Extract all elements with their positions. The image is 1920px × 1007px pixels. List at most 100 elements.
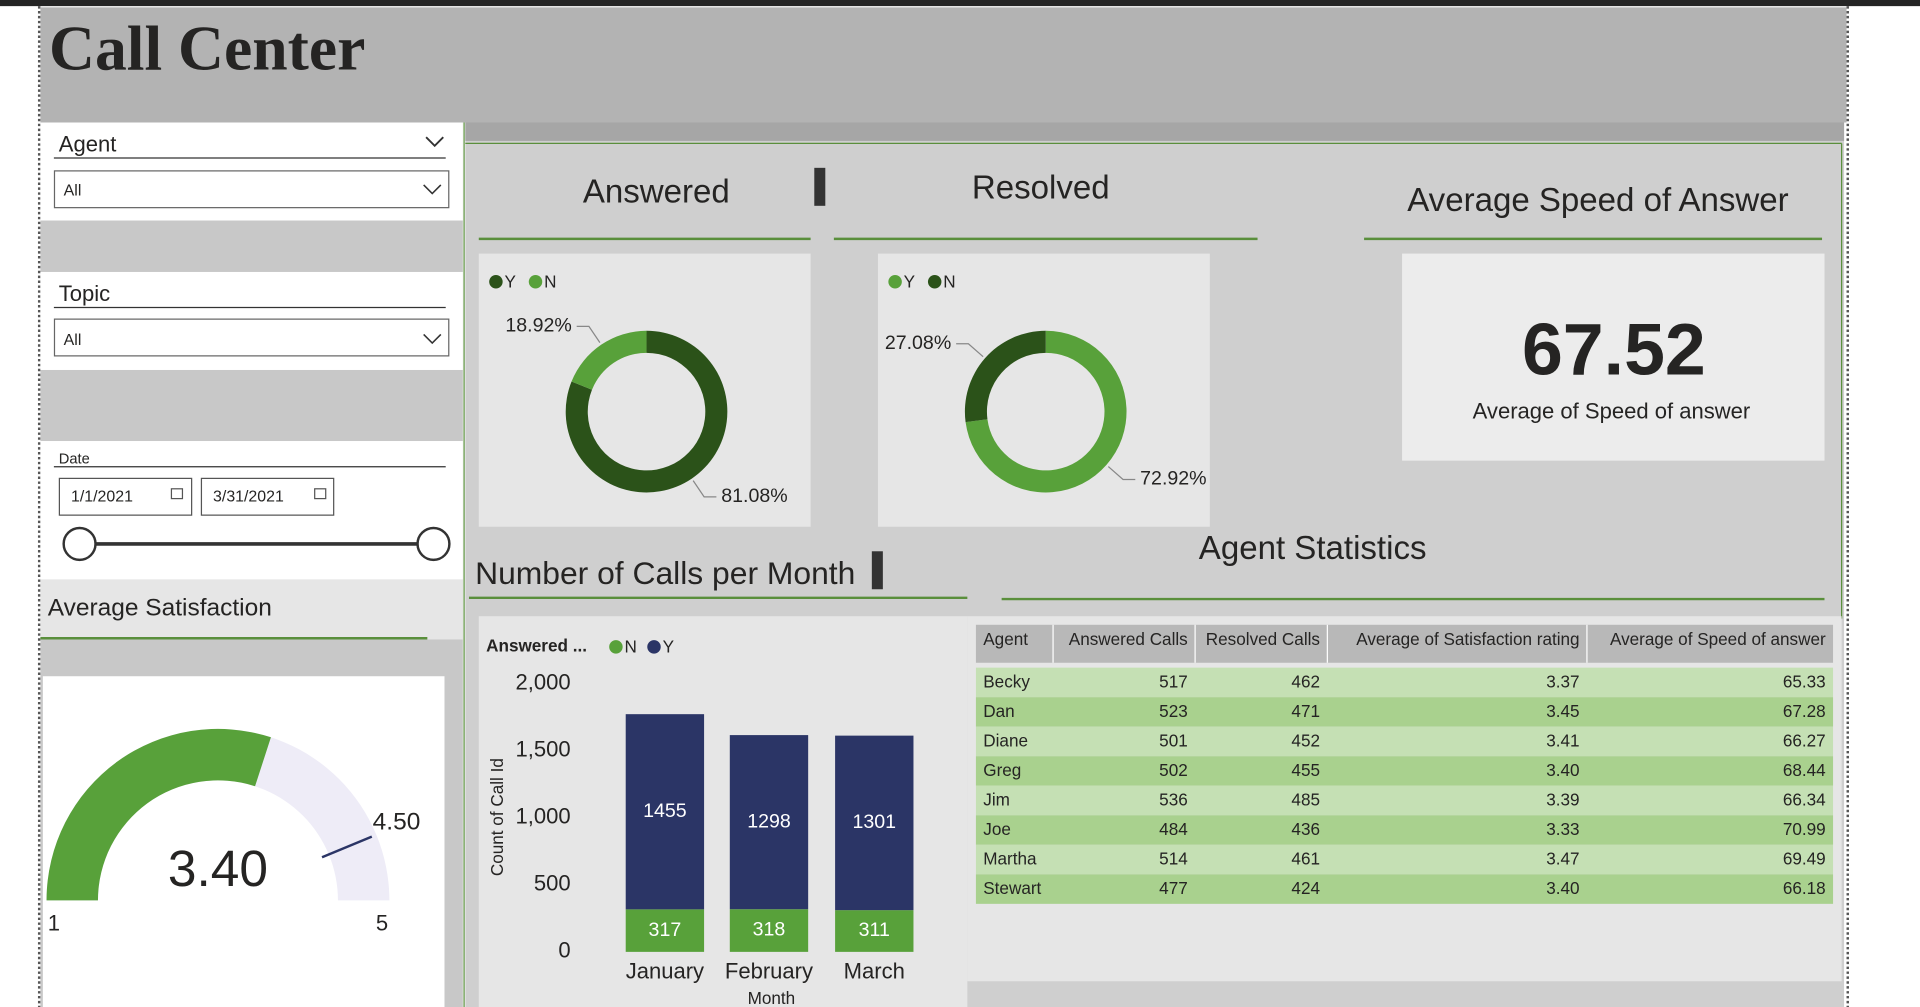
table-cell: 484: [1159, 819, 1188, 839]
chevron[interactable]: [423, 184, 442, 195]
chevron[interactable]: [423, 333, 442, 345]
table-cell: 477: [1159, 878, 1188, 898]
legend-marker: [489, 275, 503, 289]
dropdown[interactable]: [53, 318, 450, 357]
dropdown[interactable]: [53, 170, 450, 209]
table-cell: 501: [1159, 731, 1188, 751]
x-tick-label: March: [844, 959, 905, 984]
gauge-title-bar: [40, 579, 463, 640]
table-cell: 3.37: [1546, 672, 1579, 692]
chart-title: Resolved: [972, 170, 1110, 207]
column-header: Average of Satisfaction rating: [1356, 629, 1579, 649]
table-cell: Martha: [983, 849, 1037, 869]
scroll-indicator: [814, 167, 826, 206]
table-row: [975, 756, 1834, 786]
leader-line: [1107, 466, 1136, 481]
chevron[interactable]: [425, 136, 444, 148]
slicer-label: Topic: [59, 281, 110, 306]
table-header: [975, 624, 1834, 663]
chart-title: Number of Calls per Month: [475, 555, 855, 591]
x-axis-label: Month: [748, 988, 796, 1007]
table-cell: 462: [1291, 672, 1320, 692]
leader-line: [692, 480, 717, 498]
top-bar: [0, 0, 1920, 7]
table-cell: 424: [1291, 878, 1320, 898]
title: Call Center: [49, 13, 365, 84]
date-input[interactable]: [200, 477, 335, 516]
table-cell: Stewart: [983, 878, 1041, 898]
column-header: Average of Speed of answer: [1610, 629, 1826, 649]
y-axis-label: Count of Call Id: [487, 758, 507, 876]
table-cell: 3.41: [1546, 731, 1579, 751]
bar-segment: [835, 735, 914, 911]
header: [40, 7, 1847, 123]
table-row: [975, 844, 1834, 875]
slicer-label: Date: [59, 451, 90, 467]
table-title: Agent Statistics: [1199, 530, 1427, 567]
table-cell: 66.27: [1783, 731, 1826, 751]
table-cell: Becky: [983, 672, 1030, 692]
bar-label: 1301: [853, 811, 897, 833]
slider-handle[interactable]: [62, 526, 97, 562]
table-cell: Diane: [983, 731, 1028, 751]
table-row: [975, 667, 1834, 698]
data-label: 18.92%: [505, 315, 571, 337]
bar-segment: [729, 909, 809, 952]
legend-marker: [609, 640, 623, 654]
bar-segment: [625, 714, 705, 910]
table-cell: 452: [1291, 731, 1320, 751]
bar-label: 317: [649, 919, 682, 941]
legend-label: Y: [904, 272, 916, 292]
x-tick-label: January: [626, 959, 704, 984]
calendar-icon[interactable]: [314, 488, 327, 500]
table-cell: 3.33: [1546, 819, 1579, 839]
table-cell: Jim: [983, 790, 1010, 810]
kpi-value: 67.52: [1522, 308, 1706, 391]
bar-label: 1455: [643, 800, 687, 822]
leader-line: [956, 343, 984, 358]
bar-segment: [835, 910, 914, 952]
column-header: Agent: [983, 629, 1028, 649]
kpi-card: [1402, 253, 1825, 461]
y-tick-label: 2,000: [515, 669, 570, 694]
y-tick-label: 1,000: [515, 804, 570, 829]
donut-slice: [964, 330, 1046, 423]
column-header: Answered Calls: [1069, 629, 1188, 649]
y-tick-label: 1,500: [515, 736, 570, 761]
legend-label: Y: [504, 272, 516, 292]
table-row: [975, 726, 1834, 757]
gauge-min: 1: [48, 911, 60, 936]
legend-marker: [528, 275, 543, 289]
data-label: 72.92%: [1140, 468, 1206, 490]
table-cell: 66.34: [1783, 790, 1826, 810]
legend-title: Answered ...: [486, 635, 587, 655]
calendar-icon[interactable]: [170, 488, 184, 500]
table-cell: 471: [1291, 701, 1320, 721]
gauge-target: [321, 835, 373, 859]
table-cell: 67.28: [1783, 701, 1826, 721]
gauge-value: 3.40: [168, 839, 268, 897]
table-cell: 69.49: [1783, 849, 1826, 869]
legend-label: Y: [663, 637, 675, 657]
target-label: 4.50: [373, 808, 421, 835]
kpi-label: Average of Speed of answer: [1473, 399, 1751, 424]
y-tick-label: 0: [558, 938, 570, 963]
gauge-title: Average Satisfaction: [48, 594, 272, 621]
date-input[interactable]: [58, 477, 193, 516]
table-cell: Dan: [983, 701, 1014, 721]
legend-marker: [927, 275, 942, 289]
scroll-indicator: [871, 551, 883, 590]
table-row: [975, 815, 1834, 845]
table-cell: Greg: [983, 760, 1021, 780]
bar-label: 318: [753, 919, 786, 941]
legend-label: N: [943, 272, 955, 292]
table-cell: 455: [1291, 760, 1320, 780]
table-cell: 523: [1159, 701, 1188, 721]
slider-handle[interactable]: [416, 526, 451, 562]
donut-slice: [571, 330, 647, 390]
table-row: [975, 785, 1834, 816]
table-cell: 436: [1291, 819, 1320, 839]
chart-title: Answered: [583, 173, 730, 210]
table-cell: 68.44: [1783, 760, 1826, 780]
